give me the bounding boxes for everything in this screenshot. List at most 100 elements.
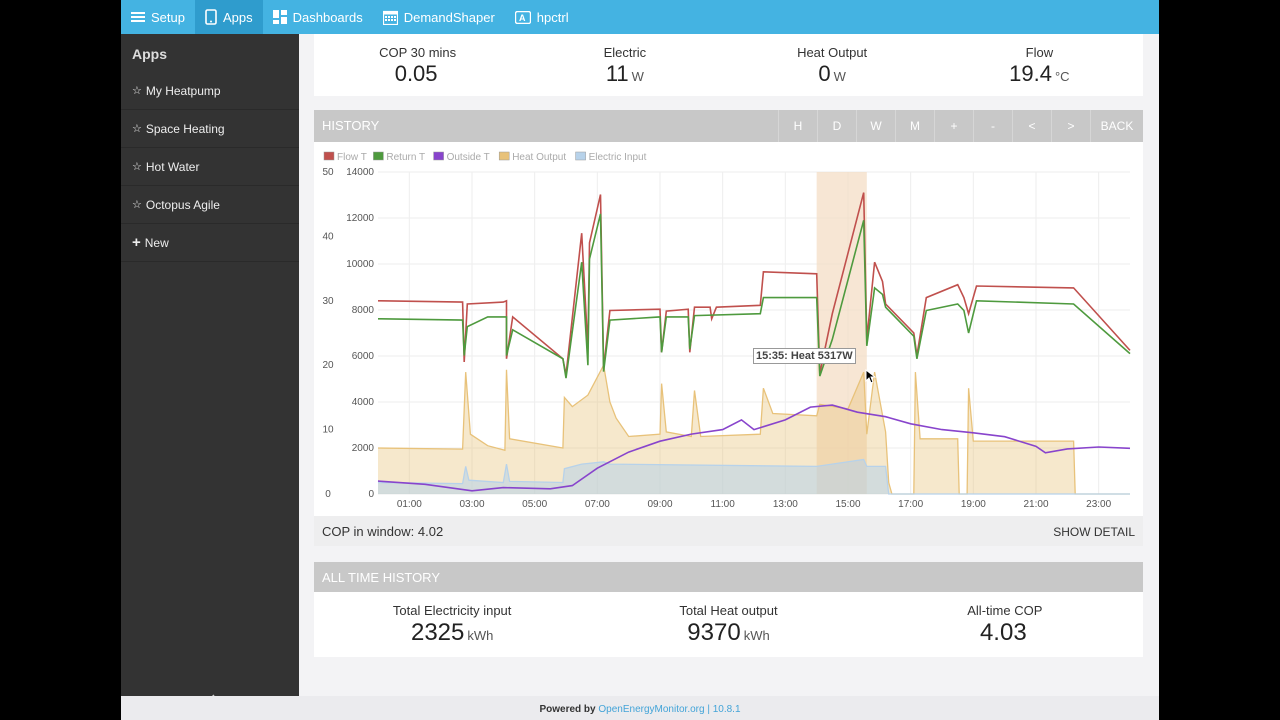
plus-icon: + [132, 234, 141, 251]
x-tick-label: 05:00 [522, 499, 547, 510]
x-tick-label: 13:00 [773, 499, 798, 510]
series-line-electric-input [377, 458, 1130, 495]
pan-left-button[interactable]: < [1012, 110, 1051, 142]
x-tick-label: 15:00 [835, 499, 860, 510]
nav-hpctrl-label: hpctrl [536, 9, 569, 25]
app-icon: A [514, 10, 531, 24]
nav-apps-label: Apps [222, 9, 253, 25]
tablet-icon [205, 9, 217, 25]
star-icon: ☆ [132, 199, 142, 211]
stat-value: 9370 kWh [687, 619, 770, 646]
stat-value: 11 W [605, 61, 644, 86]
history-header: HISTORY H D W M + - < > BACK [314, 110, 1143, 142]
stat-total-heat: Total Heat output 9370 kWh [590, 592, 866, 657]
sidebar-item-octopus-agile[interactable]: ☆ Octopus Agile [121, 186, 299, 224]
sidebar-new-label: New [144, 235, 169, 250]
nav-apps[interactable]: Apps [194, 0, 263, 34]
back-button[interactable]: BACK [1090, 110, 1143, 142]
sidebar-item-label: My Heatpump [145, 83, 221, 98]
sidebar-item-my-heatpump[interactable]: ☆ My Heatpump [121, 72, 299, 110]
series-line-outside-t [377, 404, 1131, 492]
y-left-tick-label: 10 [322, 425, 334, 436]
alltime-stats: Total Electricity input 2325 kWh Total He… [314, 592, 1143, 657]
svg-text:A: A [519, 13, 526, 23]
y-left-tick-label: 20 [322, 360, 334, 371]
x-tick-label: 19:00 [961, 499, 986, 510]
nav-setup[interactable]: Setup [121, 0, 195, 34]
stat-label: Heat Output [797, 45, 868, 60]
y-right-tick-label: 6000 [352, 351, 375, 362]
stat-value: 4.03 [979, 619, 1027, 646]
series-area-heat-output [378, 365, 1130, 494]
stat-label: Total Electricity input [392, 603, 512, 618]
stat-total-electricity: Total Electricity input 2325 kWh [314, 592, 590, 657]
stat-label: Flow [1025, 45, 1054, 60]
legend-swatch [323, 151, 335, 161]
star-icon: ☆ [132, 123, 142, 135]
sidebar-item-hot-water[interactable]: ☆ Hot Water [121, 148, 299, 186]
zoom-out-button[interactable]: - [973, 110, 1012, 142]
nav-demandshaper-label: DemandShaper [403, 9, 495, 25]
stat-alltime-cop: All-time COP 4.03 [867, 592, 1143, 657]
footer-link[interactable]: OpenEnergyMonitor.org [598, 704, 705, 715]
live-stats: COP 30 mins 0.05 Electric 11 W Heat Outpu… [314, 34, 1143, 96]
dashboard-icon [272, 10, 287, 24]
x-tick-label: 17:00 [898, 499, 923, 510]
alltime-header: ALL TIME HISTORY [314, 562, 1143, 592]
sidebar-item-space-heating[interactable]: ☆ Space Heating [121, 110, 299, 148]
y-right-tick-label: 12000 [346, 213, 374, 224]
history-chart[interactable]: 01:00 03:00 05:00 07:00 09:00 11:00 13:00 15:00… [314, 142, 1143, 516]
stat-flow: Flow 19.4 °C [936, 34, 1143, 96]
zoom-in-button[interactable]: + [934, 110, 973, 142]
y-right-tick-label: 10000 [346, 259, 374, 270]
x-tick-label: 09:00 [647, 499, 672, 510]
cop-window-value: 4.02 [417, 524, 444, 539]
range-day-button[interactable]: D [817, 110, 856, 142]
history-chart-svg[interactable]: 01:00 03:00 05:00 07:00 09:00 11:00 13:00 15:00… [314, 142, 1143, 516]
legend-entry: Return T [386, 152, 425, 163]
history-title: HISTORY [322, 118, 380, 133]
stat-electric: Electric 11 W [521, 34, 728, 96]
calendar-icon [382, 10, 398, 25]
stat-value: 0.05 [394, 61, 438, 86]
x-tick-label: 21:00 [1023, 499, 1048, 510]
nav-setup-label: Setup [151, 9, 185, 25]
nav-hpctrl[interactable]: A hpctrl [505, 0, 579, 34]
legend-entry: Flow T [337, 152, 367, 163]
menu-icon [131, 11, 145, 23]
legend-entry: Heat Output [512, 152, 566, 163]
y-right-tick-label: 0 [368, 489, 374, 500]
y-left-tick-label: 0 [325, 489, 331, 500]
nav-demandshaper[interactable]: DemandShaper [373, 0, 505, 34]
x-tick-label: 11:00 [711, 499, 736, 510]
show-detail-button[interactable]: SHOW DETAIL [1053, 525, 1135, 539]
pan-right-button[interactable]: > [1051, 110, 1090, 142]
x-tick-label: 07:00 [585, 499, 610, 510]
stat-label: All-time COP [967, 603, 1043, 618]
y-left-tick-label: 30 [322, 296, 334, 307]
stat-label: Total Heat output [679, 603, 778, 618]
range-month-button[interactable]: M [895, 110, 934, 142]
chart-tooltip: 15:35: Heat 5317W [753, 348, 856, 364]
nav-dashboards[interactable]: Dashboards [263, 0, 373, 34]
stat-label: COP 30 mins [379, 45, 457, 60]
chart-selection-highlight [816, 172, 867, 494]
alltime-title: ALL TIME HISTORY [322, 570, 441, 585]
series-line-return-t [377, 213, 1131, 379]
star-icon: ☆ [132, 85, 142, 97]
series-line-heat-output [377, 363, 1130, 495]
range-hour-button[interactable]: H [778, 110, 817, 142]
series-area-electric-input [378, 459, 1130, 494]
y-right-tick-label: 4000 [352, 397, 375, 408]
cop-window: COP in window: 4.02 [322, 524, 444, 539]
stat-cop-30: COP 30 mins 0.05 [314, 34, 521, 96]
sidebar-item-new[interactable]: + New [121, 224, 299, 262]
legend-swatch [575, 151, 586, 161]
range-week-button[interactable]: W [856, 110, 895, 142]
y-left-tick-label: 50 [322, 167, 334, 178]
app-window: Setup Apps Dashboards DemandShaper A hpc… [121, 0, 1159, 720]
footer: Powered by OpenEnergyMonitor.org | 10.8.… [121, 696, 1159, 720]
y-right-tick-label: 14000 [346, 167, 374, 178]
